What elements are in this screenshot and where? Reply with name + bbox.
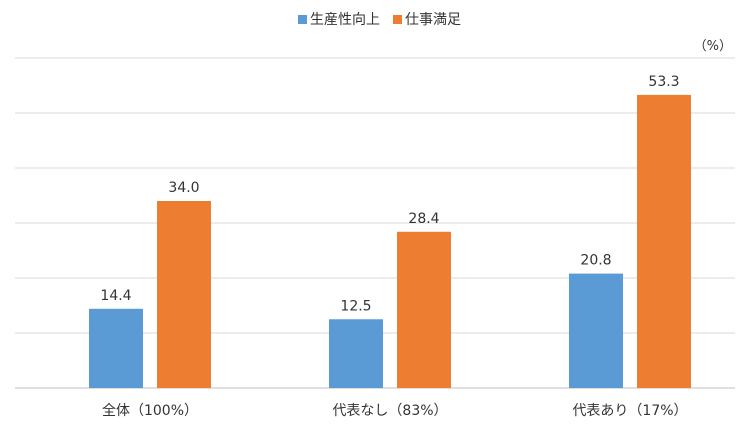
data-label-productivity-1: 12.5 — [340, 298, 371, 314]
data-label-productivity-2: 20.8 — [580, 253, 611, 269]
unit-label: （%） — [694, 39, 732, 54]
category-label-1: 代表なし（83%） — [332, 403, 447, 419]
category-label-2: 代表あり（17%） — [572, 403, 687, 419]
bar-productivity-1 — [329, 319, 383, 388]
bar-job-satisfaction-1 — [397, 231, 451, 388]
bars — [89, 94, 691, 388]
bar-productivity-0 — [89, 308, 143, 388]
data-label-job-satisfaction-2: 53.3 — [648, 74, 679, 90]
bar-job-satisfaction-0 — [157, 201, 211, 388]
bar-productivity-2 — [569, 273, 623, 388]
category-labels: 全体（100%） 代表なし（83%） 代表あり（17%） — [102, 402, 688, 419]
legend-swatch-productivity — [298, 15, 307, 24]
data-label-job-satisfaction-1: 28.4 — [408, 211, 439, 227]
legend-label-job-satisfaction: 仕事満足 — [405, 12, 461, 28]
data-labels: 14.4 34.0 12.5 28.4 20.8 53.3 — [100, 74, 679, 314]
data-label-job-satisfaction-0: 34.0 — [168, 180, 199, 196]
bar-job-satisfaction-2 — [637, 94, 691, 388]
legend-label-productivity: 生産性向上 — [310, 12, 380, 28]
data-label-productivity-0: 14.4 — [100, 288, 131, 304]
legend-swatch-job-satisfaction — [393, 15, 402, 24]
legend: 生産性向上 仕事満足 — [298, 12, 461, 28]
category-label-0: 全体（100%） — [102, 402, 198, 419]
